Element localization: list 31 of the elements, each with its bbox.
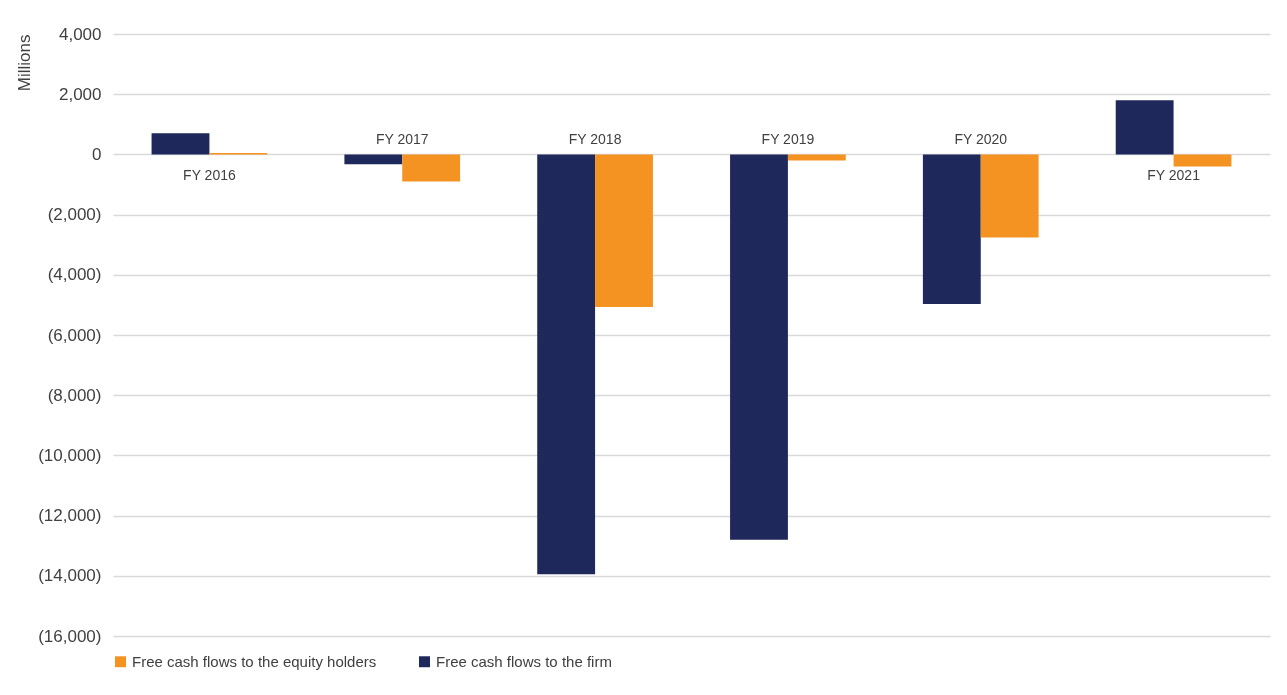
y-tick-label: 4,000 <box>58 24 102 44</box>
bar <box>980 154 1039 238</box>
y-tick-label: 2,000 <box>58 84 102 104</box>
x-tick-label: FY 2019 <box>761 131 815 148</box>
y-tick-label: 0 <box>92 144 102 164</box>
bar <box>1115 100 1174 155</box>
y-tick-label: (6,000) <box>47 325 102 345</box>
x-tick-label: FY 2017 <box>375 131 429 148</box>
y-tick-label: (2,000) <box>47 205 102 225</box>
bar <box>1173 154 1232 167</box>
x-tick-label: FY 2021 <box>1147 167 1201 184</box>
bar <box>344 154 403 165</box>
bar <box>402 154 461 182</box>
bar <box>730 154 788 540</box>
bar <box>595 154 653 308</box>
bar <box>922 154 981 304</box>
x-tick-label: FY 2020 <box>954 131 1008 148</box>
y-axis-title: Millions <box>15 34 35 92</box>
y-tick-label: (8,000) <box>47 385 102 405</box>
x-tick-label: FY 2016 <box>183 167 236 184</box>
y-tick-label: (4,000) <box>47 265 102 285</box>
bar <box>151 133 210 155</box>
legend-label: Free cash flows to the firm <box>436 652 612 670</box>
legend-label: Free cash flows to the equity holders <box>132 652 377 670</box>
y-tick-label: (10,000) <box>38 445 102 465</box>
y-tick-label: (12,000) <box>38 506 102 526</box>
bar <box>787 154 846 161</box>
y-tick-label: (16,000) <box>38 626 102 646</box>
y-tick-label: (14,000) <box>38 566 102 586</box>
x-tick-label: FY 2018 <box>568 131 622 148</box>
bar <box>537 154 596 575</box>
